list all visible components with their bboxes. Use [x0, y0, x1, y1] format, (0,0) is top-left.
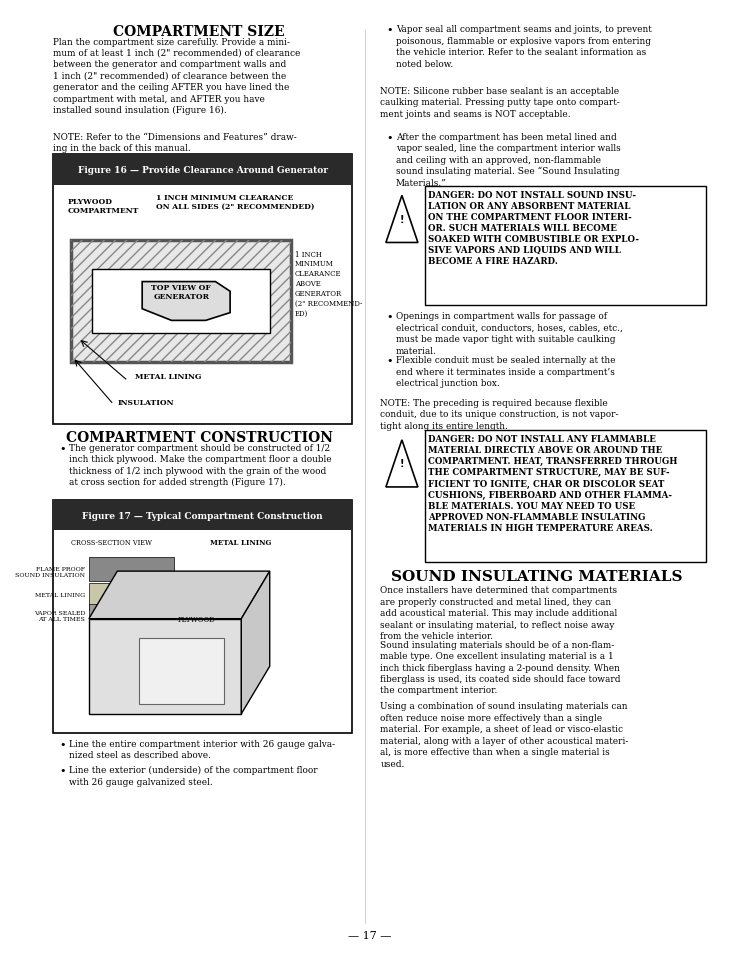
Text: NOTE: Silicone rubber base sealant is an acceptable
caulking material. Pressing : NOTE: Silicone rubber base sealant is an… [380, 87, 620, 119]
FancyBboxPatch shape [92, 270, 270, 334]
Text: Once installers have determined that compartments
are properly constructed and m: Once installers have determined that com… [380, 586, 618, 640]
Text: VAPOR SEALED
AT ALL TIMES: VAPOR SEALED AT ALL TIMES [34, 611, 85, 621]
Text: Line the exterior (underside) of the compartment floor
with 26 gauge galvanized : Line the exterior (underside) of the com… [69, 765, 318, 786]
Text: NOTE: Refer to the “Dimensions and Features” draw-
ing in the back of this manua: NOTE: Refer to the “Dimensions and Featu… [53, 132, 297, 152]
FancyBboxPatch shape [53, 155, 352, 186]
Text: !: ! [399, 214, 404, 225]
Text: DANGER: DO NOT INSTALL ANY FLAMMABLE
MATERIAL DIRECTLY ABOVE OR AROUND THE
COMPA: DANGER: DO NOT INSTALL ANY FLAMMABLE MAT… [428, 435, 677, 533]
FancyBboxPatch shape [89, 663, 174, 690]
Polygon shape [89, 619, 241, 714]
Polygon shape [386, 196, 418, 243]
FancyBboxPatch shape [53, 500, 352, 733]
FancyBboxPatch shape [425, 431, 705, 562]
Text: DANGER: DO NOT INSTALL SOUND INSU-
LATION OR ANY ABSORBENT MATERIAL
ON THE COMPA: DANGER: DO NOT INSTALL SOUND INSU- LATIO… [428, 191, 639, 266]
FancyBboxPatch shape [89, 558, 174, 581]
Text: — 17 —: — 17 — [348, 930, 391, 941]
Polygon shape [241, 572, 270, 714]
Text: METAL LINING: METAL LINING [210, 538, 271, 546]
Text: CROSS-SECTION VIEW: CROSS-SECTION VIEW [71, 538, 152, 546]
Text: COMPARTMENT CONSTRUCTION: COMPARTMENT CONSTRUCTION [66, 431, 332, 445]
Text: Flexible conduit must be sealed internally at the
end where it terminates inside: Flexible conduit must be sealed internal… [396, 355, 615, 388]
FancyBboxPatch shape [89, 629, 174, 652]
Text: Figure 16 — Provide Clearance Around Generator: Figure 16 — Provide Clearance Around Gen… [77, 166, 327, 175]
Text: TOP VIEW OF
GENERATOR: TOP VIEW OF GENERATOR [151, 283, 212, 301]
Text: •: • [386, 25, 392, 35]
Text: SOUND INSULATING MATERIALS: SOUND INSULATING MATERIALS [391, 570, 682, 583]
Polygon shape [386, 440, 418, 487]
Text: •: • [386, 313, 392, 322]
FancyBboxPatch shape [89, 584, 174, 611]
Text: METAL LINING: METAL LINING [35, 593, 85, 598]
Text: •: • [59, 765, 66, 776]
Text: Openings in compartment walls for passage of
electrical conduit, conductors, hos: Openings in compartment walls for passag… [396, 313, 623, 355]
Text: 1 INCH
MINIMUM
CLEARANCE
ABOVE
GENERATOR
(2" RECOMMEND-
ED): 1 INCH MINIMUM CLEARANCE ABOVE GENERATOR… [295, 251, 363, 317]
Text: Plan the compartment size carefully. Provide a mini-
mum of at least 1 inch (2" : Plan the compartment size carefully. Pro… [53, 37, 301, 115]
Text: 1 INCH MINIMUM CLEARANCE
ON ALL SIDES (2" RECOMMENDED): 1 INCH MINIMUM CLEARANCE ON ALL SIDES (2… [156, 193, 315, 211]
Text: After the compartment has been metal lined and
vapor sealed, line the compartmen: After the compartment has been metal lin… [396, 132, 621, 188]
Text: Using a combination of sound insulating materials can
often reduce noise more ef: Using a combination of sound insulating … [380, 701, 629, 768]
Text: •: • [386, 132, 392, 143]
FancyBboxPatch shape [53, 500, 352, 531]
Text: The generator compartment should be constructed of 1/2
inch thick plywood. Make : The generator compartment should be cons… [69, 443, 332, 487]
Polygon shape [142, 282, 230, 321]
Text: Sound insulating materials should be of a non-flam-
mable type. One excellent in: Sound insulating materials should be of … [380, 639, 621, 695]
Text: NOTE: The preceding is required because flexible
conduit, due to its unique cons: NOTE: The preceding is required because … [380, 398, 619, 431]
Text: INSULATION: INSULATION [117, 398, 174, 406]
Text: PLYWOOD: PLYWOOD [178, 615, 215, 623]
Text: PLYWOOD
COMPARTMENT: PLYWOOD COMPARTMENT [68, 198, 139, 215]
Text: •: • [386, 355, 392, 366]
FancyBboxPatch shape [425, 187, 705, 306]
FancyBboxPatch shape [53, 155, 352, 424]
Text: Vapor seal all compartment seams and joints, to prevent
poisonous, flammable or : Vapor seal all compartment seams and joi… [396, 25, 652, 69]
FancyBboxPatch shape [71, 241, 291, 362]
Text: FLAME PROOF
SOUND INSULATION: FLAME PROOF SOUND INSULATION [15, 566, 85, 577]
Text: Line the entire compartment interior with 26 gauge galva-
nized steel as describ: Line the entire compartment interior wit… [69, 739, 335, 760]
Polygon shape [89, 572, 270, 619]
FancyBboxPatch shape [89, 605, 174, 629]
Text: Figure 17 — Typical Compartment Construction: Figure 17 — Typical Compartment Construc… [83, 511, 323, 520]
Text: •: • [59, 739, 66, 749]
Text: •: • [59, 443, 66, 454]
Text: !: ! [399, 459, 404, 469]
Text: METAL LINING: METAL LINING [135, 373, 202, 380]
FancyBboxPatch shape [139, 639, 224, 704]
Text: COMPARTMENT SIZE: COMPARTMENT SIZE [113, 25, 284, 39]
